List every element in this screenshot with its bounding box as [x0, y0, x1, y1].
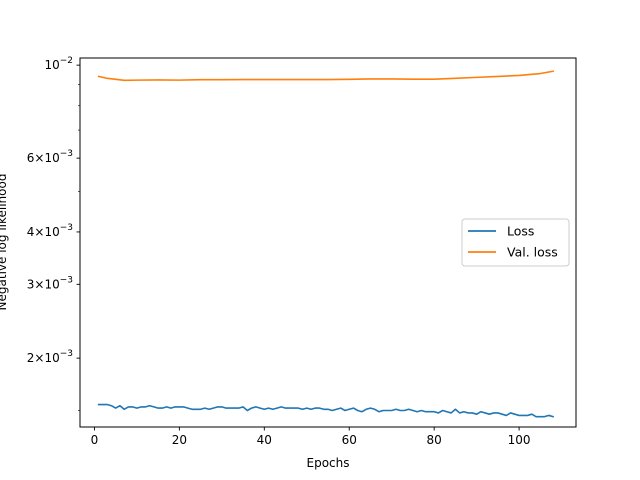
- x-tick-label: 0: [91, 433, 99, 447]
- x-tick-label: 40: [257, 433, 272, 447]
- series-line-loss: [97, 403, 555, 418]
- x-tick-label: 20: [172, 433, 187, 447]
- x-axis: 0 20 40 60 80 100: [91, 427, 531, 447]
- y-axis: 2×10−3 3×10−3 4×10−3 6×10−3 10−2: [27, 56, 80, 411]
- y-tick-label: 4×10−3: [27, 223, 73, 239]
- plot-area: [97, 70, 555, 418]
- y-axis-label: Negative log likelihood: [0, 174, 9, 311]
- x-axis-label: Epochs: [307, 456, 350, 470]
- legend-label: Loss: [507, 224, 534, 239]
- x-tick-label: 60: [342, 433, 357, 447]
- y-tick-label: 10−2: [44, 56, 73, 72]
- y-tick-label: 2×10−3: [27, 349, 73, 365]
- y-tick-label: 3×10−3: [27, 275, 73, 291]
- axes-frame: [79, 57, 577, 428]
- x-tick-label: 100: [508, 433, 531, 447]
- series-line-val-loss: [97, 70, 554, 82]
- legend: Loss Val. loss: [461, 218, 570, 267]
- x-tick-label: 80: [427, 433, 442, 447]
- legend-label: Val. loss: [507, 245, 558, 260]
- y-tick-label: 6×10−3: [27, 149, 73, 165]
